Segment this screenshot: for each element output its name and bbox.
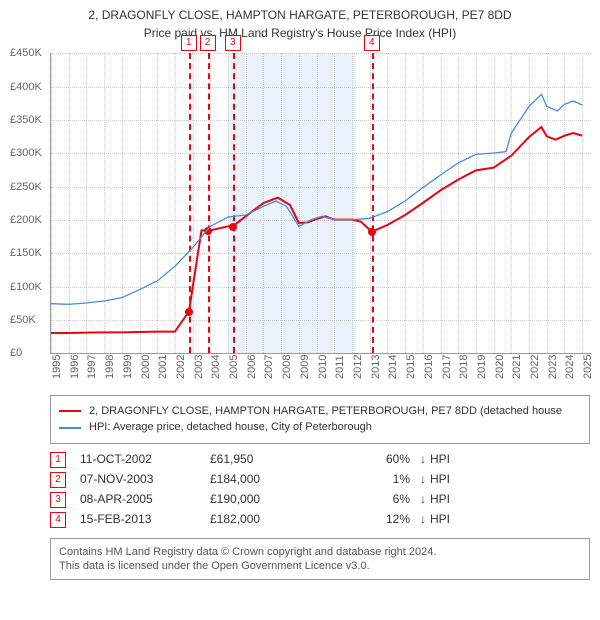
x-axis-label: 2009 bbox=[298, 354, 312, 378]
event-price: £190,000 bbox=[210, 492, 340, 508]
y-axis-label: £300K bbox=[10, 146, 42, 160]
event-marker-number: 4 bbox=[364, 35, 380, 51]
legend-label: 2, DRAGONFLY CLOSE, HAMPTON HARGATE, PET… bbox=[89, 404, 562, 418]
y-axis-label: £400K bbox=[10, 79, 42, 93]
event-marker-number: 2 bbox=[200, 35, 216, 51]
y-axis-label: £200K bbox=[10, 213, 42, 227]
x-axis-label: 2021 bbox=[510, 354, 524, 378]
event-row: 4 15-FEB-2013£182,00012% ↓HPI bbox=[50, 512, 590, 528]
chart-subtitle: Price paid vs. HM Land Registry's House … bbox=[10, 26, 590, 42]
down-arrow-icon: ↓ bbox=[420, 472, 426, 488]
x-axis-label: 2018 bbox=[457, 354, 471, 378]
event-number: 1 bbox=[50, 452, 66, 468]
event-price: £184,000 bbox=[210, 472, 340, 488]
x-axis-label: 2004 bbox=[209, 354, 223, 378]
event-number: 4 bbox=[50, 512, 66, 528]
x-axis-label: 2023 bbox=[546, 354, 560, 378]
y-axis-label: £450K bbox=[10, 46, 42, 60]
legend-swatch bbox=[59, 427, 81, 429]
plot-area: 1234 bbox=[50, 53, 591, 354]
x-axis-label: 2010 bbox=[316, 354, 330, 378]
series-hpi bbox=[51, 95, 582, 305]
event-vs: HPI bbox=[430, 472, 450, 488]
legend: 2, DRAGONFLY CLOSE, HAMPTON HARGATE, PET… bbox=[50, 395, 590, 444]
event-vs: HPI bbox=[430, 452, 450, 468]
x-axis-label: 2025 bbox=[581, 354, 595, 378]
down-arrow-icon: ↓ bbox=[420, 452, 426, 468]
x-axis-label: 2013 bbox=[369, 354, 383, 378]
chart-container: 2, DRAGONFLY CLOSE, HAMPTON HARGATE, PET… bbox=[0, 0, 600, 620]
x-axis-label: 2012 bbox=[351, 354, 365, 378]
x-axis-label: 1996 bbox=[68, 354, 82, 378]
y-axis-label: £100K bbox=[10, 279, 42, 293]
event-marker-number: 3 bbox=[225, 35, 241, 51]
event-date: 08-APR-2005 bbox=[80, 492, 210, 508]
x-axis-label: 2017 bbox=[440, 354, 454, 378]
event-diff: 12% bbox=[340, 512, 410, 528]
event-row: 1 11-OCT-2002£61,95060% ↓HPI bbox=[50, 452, 590, 468]
footer-attribution: Contains HM Land Registry data © Crown c… bbox=[50, 538, 590, 581]
event-number: 2 bbox=[50, 472, 66, 488]
x-axis-label: 1999 bbox=[121, 354, 135, 378]
legend-row: 2, DRAGONFLY CLOSE, HAMPTON HARGATE, PET… bbox=[59, 404, 581, 418]
chart-title: 2, DRAGONFLY CLOSE, HAMPTON HARGATE, PET… bbox=[10, 8, 590, 24]
y-axis-label: £0 bbox=[10, 346, 22, 360]
event-row: 3 08-APR-2005£190,0006% ↓HPI bbox=[50, 492, 590, 508]
x-axis-label: 2003 bbox=[192, 354, 206, 378]
x-axis-label: 2002 bbox=[174, 354, 188, 378]
y-axis-label: £350K bbox=[10, 113, 42, 127]
x-axis-label: 1997 bbox=[85, 354, 99, 378]
x-axis-label: 2005 bbox=[227, 354, 241, 378]
x-axis-label: 1998 bbox=[103, 354, 117, 378]
x-axis-label: 2014 bbox=[386, 354, 400, 378]
price-chart: 1234 £0 £50K £100K £150K £200K £250K £300K £350K… bbox=[10, 47, 590, 387]
event-number: 3 bbox=[50, 492, 66, 508]
series-lines bbox=[51, 53, 591, 353]
event-diff: 1% bbox=[340, 472, 410, 488]
down-arrow-icon: ↓ bbox=[420, 512, 426, 528]
x-axis-label: 2001 bbox=[156, 354, 170, 378]
x-axis-label: 2020 bbox=[493, 354, 507, 378]
event-price: £61,950 bbox=[210, 452, 340, 468]
y-axis-label: £50K bbox=[10, 313, 36, 327]
x-axis-label: 2016 bbox=[422, 354, 436, 378]
down-arrow-icon: ↓ bbox=[420, 492, 426, 508]
x-axis-label: 2011 bbox=[333, 355, 347, 379]
legend-swatch bbox=[59, 410, 81, 412]
event-vs: HPI bbox=[430, 492, 450, 508]
y-axis-label: £150K bbox=[10, 246, 42, 260]
event-date: 07-NOV-2003 bbox=[80, 472, 210, 488]
legend-row: HPI: Average price, detached house, City… bbox=[59, 420, 581, 434]
x-axis-label: 2007 bbox=[262, 354, 276, 378]
legend-label: HPI: Average price, detached house, City… bbox=[89, 420, 372, 434]
events-table: 111-OCT-2002£61,95060%↓HPI207-NOV-2003£1… bbox=[50, 452, 590, 528]
event-diff: 6% bbox=[340, 492, 410, 508]
x-axis-label: 2015 bbox=[404, 354, 418, 378]
event-date: 15-FEB-2013 bbox=[80, 512, 210, 528]
event-diff: 60% bbox=[340, 452, 410, 468]
x-axis-label: 2006 bbox=[245, 354, 259, 378]
series-property bbox=[51, 127, 582, 333]
x-axis-label: 2024 bbox=[563, 354, 577, 378]
footer-line1: Contains HM Land Registry data © Crown c… bbox=[59, 545, 581, 559]
y-axis-label: £250K bbox=[10, 179, 42, 193]
x-axis-label: 2008 bbox=[280, 354, 294, 378]
event-marker-number: 1 bbox=[181, 35, 197, 51]
event-row: 2 07-NOV-2003£184,0001% ↓HPI bbox=[50, 472, 590, 488]
x-axis-label: 2019 bbox=[475, 354, 489, 378]
footer-line2: This data is licensed under the Open Gov… bbox=[59, 559, 581, 573]
event-price: £182,000 bbox=[210, 512, 340, 528]
x-axis-label: 1995 bbox=[50, 354, 64, 378]
event-date: 11-OCT-2002 bbox=[80, 452, 210, 468]
event-vs: HPI bbox=[430, 512, 450, 528]
x-axis-label: 2022 bbox=[528, 354, 542, 378]
x-axis-label: 2000 bbox=[139, 354, 153, 378]
